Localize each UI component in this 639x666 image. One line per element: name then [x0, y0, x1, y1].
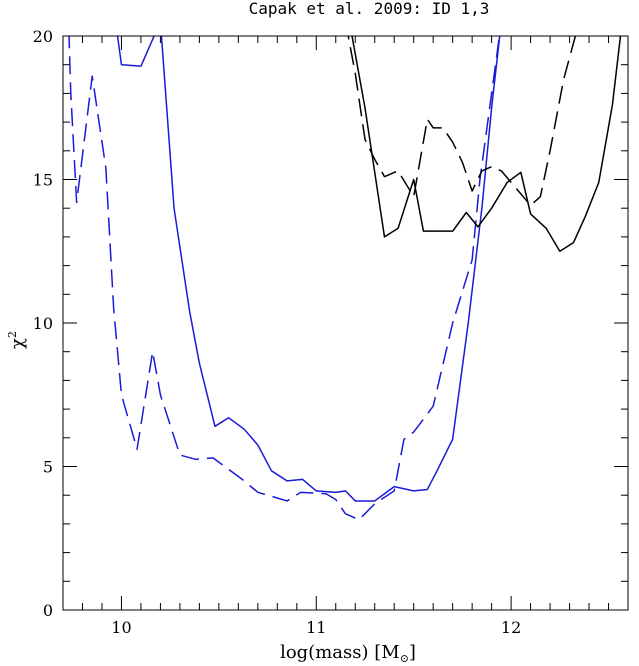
y-tick-label: 20	[33, 27, 53, 46]
y-tick-label: 0	[43, 601, 53, 620]
series-line-0	[68, 36, 501, 521]
y-axis-label-superscript: 2	[6, 331, 19, 338]
y-tick-label: 5	[43, 458, 53, 477]
x-tick-label: 11	[306, 618, 326, 637]
axis-tick-labels: 10 11 12 0 5 10 15 20	[33, 27, 522, 637]
chart-title: Capak et al. 2009: ID 1,3	[249, 0, 490, 18]
x-axis-label: log(mass) [M⊙]	[280, 642, 416, 665]
plot-frame	[62, 35, 629, 611]
series-line-3	[351, 36, 622, 252]
x-tick-label: 12	[501, 618, 521, 637]
y-axis-label-text: χ	[7, 338, 28, 349]
y-axis-label: χ2	[6, 331, 28, 349]
axis-ticks	[62, 35, 629, 611]
x-tick-label: 10	[111, 618, 131, 637]
y-tick-label: 15	[33, 171, 53, 190]
x-axis-label-symbol: ⊙	[400, 652, 409, 665]
y-tick-label: 10	[33, 314, 53, 333]
series-line-2	[347, 36, 577, 207]
x-axis-label-text: log(mass) [M	[280, 642, 400, 663]
x-axis-label-close: ]	[409, 642, 416, 663]
series-layer	[68, 36, 622, 521]
series-line-1	[116, 36, 501, 502]
